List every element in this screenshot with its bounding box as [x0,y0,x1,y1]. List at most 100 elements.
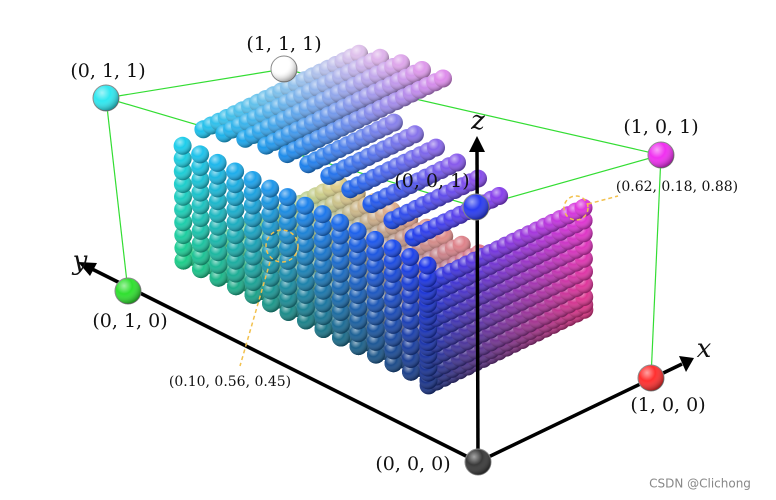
point-shine [401,273,420,292]
point-shine [296,273,315,292]
point-shine [384,303,403,322]
point-shine [366,269,385,288]
point-shine [383,239,402,258]
corner-shine [463,194,489,220]
corner-shine [648,142,674,168]
point-shine [208,179,227,198]
point-shine [349,298,368,317]
point-shine [401,324,420,343]
point-shine [244,273,263,291]
point-shine [366,243,385,262]
point-shine [331,277,350,296]
point-shine [384,113,403,132]
corner-shine [465,449,491,475]
annotation: (0.62, 0.18, 0.88) [616,179,738,195]
annotation-circle [563,195,589,221]
point-shine [296,260,315,279]
point-shine [227,277,245,296]
point-shine [366,256,385,275]
point-shine [331,213,350,232]
annotation: (0.10, 0.56, 0.45) [169,374,291,390]
point-shine [279,302,298,321]
point-shine [244,285,263,304]
point-shine [261,179,280,198]
point-shine [191,234,210,253]
point-shine [405,125,424,144]
point-shine [402,362,420,381]
point-shine [191,196,210,215]
point-shine [331,239,350,258]
point-shine [313,218,332,236]
point-shine [314,281,333,300]
point-shine [349,337,368,356]
point-shine [349,286,368,305]
point-shine [261,268,280,287]
point-shine [314,256,332,275]
point-shine [226,200,245,219]
point-shine [413,61,431,79]
cube-edge [105,97,129,292]
point-shine [173,136,192,155]
point-shine [243,209,262,228]
point-shine [348,235,367,254]
corner-label: (1, 1, 1) [246,33,321,55]
point-shine [191,170,210,189]
point-shine [366,281,385,300]
point-shine [296,298,315,317]
point-shine [418,269,437,288]
annotation-circle [265,229,299,263]
point-shine [244,234,263,253]
y-axis [89,266,479,464]
corner-label: (0, 0, 0) [375,453,450,475]
point-shine [279,277,298,296]
point-shine [384,328,403,347]
point-shine [367,345,385,364]
z-axis-label: z [470,106,485,136]
point-shine [296,196,315,215]
point-shine [174,226,193,245]
corner-label: (1, 0, 1) [623,116,698,138]
point-shine [226,188,245,206]
point-shine [366,294,385,313]
point-shine [314,294,333,313]
point-shine [174,251,193,270]
point-shine [173,175,192,194]
point-shine [261,192,280,211]
annotation-leader [587,195,619,205]
annotation-markers [239,195,619,367]
point-shine [191,145,210,164]
point-shine [366,320,385,339]
point-shine [261,281,280,300]
point-shine [490,187,509,205]
point-shine [278,200,297,219]
point-shine [434,69,452,88]
point-shine [226,251,245,270]
y-arrowhead [78,262,97,276]
point-shine [296,222,315,241]
point-shine [261,217,280,236]
corner-shine [93,85,119,111]
corner-label: (1, 0, 0) [630,394,705,416]
point-shine [313,205,332,224]
point-shine [383,277,402,296]
watermark: CSDN @Clichong [649,477,751,491]
point-shine [174,213,193,232]
point-shine [226,264,245,283]
point-shine [209,217,228,236]
point-shine [314,320,333,338]
point-shine [279,251,298,270]
point-shine [226,175,245,194]
point-shine [366,332,385,351]
corner-markers [92,55,675,476]
point-shine [244,260,263,279]
point-shine [401,248,420,266]
point-shine [191,221,210,240]
point-shine [191,158,210,177]
point-shine [278,213,297,232]
point-shine [243,196,262,215]
point-shine [331,226,350,245]
point-shine [383,252,402,271]
point-shine [448,153,466,172]
point-shine [244,222,262,240]
